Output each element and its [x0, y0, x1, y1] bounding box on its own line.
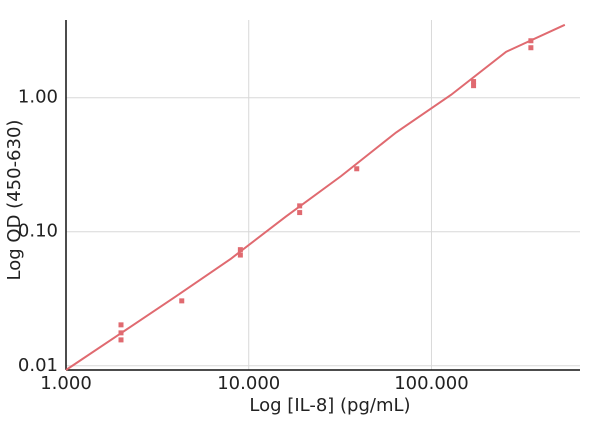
data-point	[528, 38, 534, 44]
data-point	[471, 83, 477, 89]
y-axis-title: Log OD (450-630)	[4, 120, 25, 281]
y-tick-label: 0.10	[18, 221, 58, 242]
data-point	[297, 203, 303, 209]
fit-curve	[65, 23, 566, 371]
data-point	[179, 298, 185, 304]
data-point	[471, 79, 477, 85]
data-point	[528, 45, 534, 51]
y-tick-label: 0.01	[18, 355, 58, 376]
data-point	[118, 322, 124, 328]
x-axis-title: Log [IL-8] (pg/mL)	[249, 395, 410, 416]
data-point	[118, 330, 124, 336]
x-tick-label: 100.000	[394, 373, 468, 394]
data-point	[297, 210, 303, 216]
data-point	[354, 166, 360, 172]
x-tick-label: 1.000	[40, 373, 92, 394]
x-tick-label: 10.000	[217, 373, 280, 394]
data-point	[118, 337, 124, 343]
data-point	[237, 252, 243, 258]
data-point	[237, 247, 243, 253]
y-tick-label: 1.00	[18, 87, 58, 108]
